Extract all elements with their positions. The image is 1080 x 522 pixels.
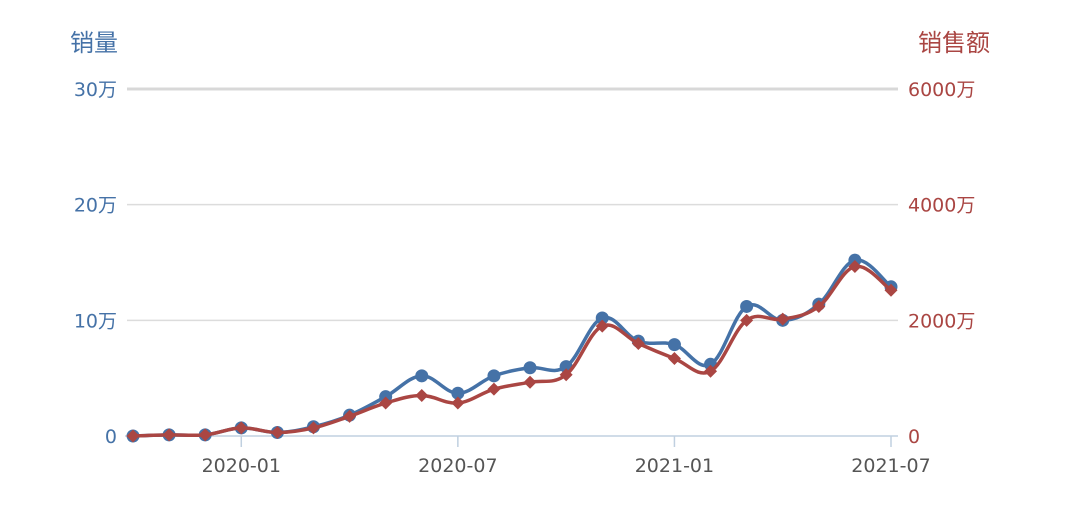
series-point-left — [523, 361, 537, 375]
series-group — [126, 253, 898, 443]
series-point-right — [162, 428, 176, 442]
series-point-right — [451, 396, 465, 410]
series-point-right — [812, 299, 826, 313]
right-tick-labels: 0 2000万 4000万 6000万 — [908, 79, 975, 448]
series-point-right — [523, 375, 537, 389]
left-tick-label: 10万 — [74, 310, 117, 332]
series-point-right — [379, 396, 393, 410]
series-point-right — [848, 260, 862, 274]
series-point-right — [415, 389, 429, 403]
series-point-right — [595, 319, 609, 333]
x-tick-label: 2021-01 — [635, 455, 714, 477]
left-tick-label: 20万 — [74, 195, 117, 217]
series-point-right — [306, 421, 320, 435]
series-point-right — [126, 429, 140, 443]
x-tick-labels: 2020-01 2020-07 2021-01 2021-07 — [202, 436, 931, 477]
series-point-right — [234, 421, 248, 435]
right-tick-label: 6000万 — [908, 79, 975, 101]
series-point-left — [451, 386, 465, 400]
series-point-right — [631, 336, 645, 350]
left-tick-labels: 0 10万 20万 30万 — [74, 79, 117, 448]
series-point-right — [667, 352, 681, 366]
series-point-right — [270, 426, 284, 440]
series-point-right — [776, 312, 790, 326]
series-point-right — [343, 409, 357, 423]
series-point-left — [740, 299, 754, 313]
series-point-right — [198, 428, 212, 442]
series-point-right — [704, 364, 718, 378]
left-tick-label: 0 — [105, 426, 117, 448]
grid-lines — [125, 87, 898, 437]
series-point-left — [667, 338, 681, 352]
right-tick-label: 4000万 — [908, 195, 975, 217]
series-point-left — [595, 311, 609, 325]
series-line-right — [132, 264, 893, 438]
series-point-right — [559, 368, 573, 382]
x-tick-label: 2020-01 — [202, 455, 281, 477]
series-point-right — [884, 283, 898, 297]
series-point-right — [487, 382, 501, 396]
series-point-right — [740, 313, 754, 327]
right-tick-label: 0 — [908, 426, 920, 448]
series-point-left — [487, 369, 501, 383]
left-tick-label: 30万 — [74, 79, 117, 101]
left-axis-title: 销量 — [70, 29, 118, 57]
right-tick-label: 2000万 — [908, 310, 975, 332]
series-line-left — [132, 258, 893, 438]
x-tick-label: 2020-07 — [418, 455, 497, 477]
series-point-left — [415, 369, 429, 383]
right-axis-title: 销售额 — [918, 29, 990, 57]
x-tick-label: 2021-07 — [851, 455, 930, 477]
